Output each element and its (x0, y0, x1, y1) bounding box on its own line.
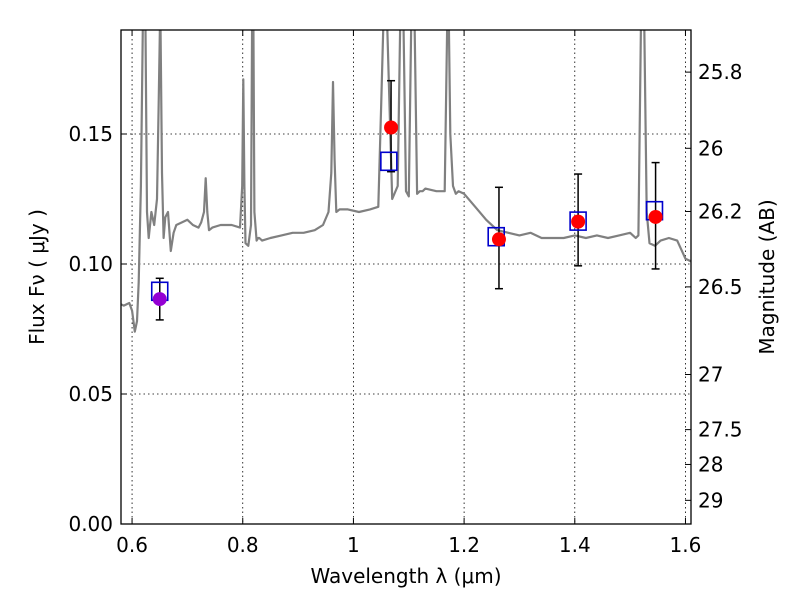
errorbars-layer (155, 79, 660, 321)
y2-tick-label: 27 (698, 363, 723, 387)
x-tick-label: 1.4 (559, 533, 591, 557)
y2-tick-label: 26 (698, 136, 723, 160)
template-spectrum-layer (121, 30, 691, 333)
y2-tick-label: 27.5 (698, 418, 743, 442)
y-axis-left: 0.00 0.05 0.10 0.15 (68, 122, 127, 536)
y-tick-label: 0.15 (68, 122, 113, 146)
y-tick-label: 0.05 (68, 382, 113, 406)
x-tick-label: 1 (347, 533, 360, 557)
x-axis: 0.6 0.8 1 1.2 1.4 1.6 (116, 30, 701, 557)
x-tick-label: 0.8 (227, 533, 259, 557)
grid-lines (121, 30, 691, 525)
measured-point-marker (571, 214, 586, 229)
measured-point-marker (152, 292, 167, 307)
y-tick-label: 0.10 (68, 252, 113, 276)
y2-tick-label: 26.2 (698, 199, 743, 223)
x-tick-label: 1.2 (448, 533, 480, 557)
measured-point-marker (648, 209, 663, 224)
y-axis-right: 25.8 26 26.2 26.5 27 27.5 28 29 (685, 60, 743, 512)
measured-points-layer (152, 120, 663, 307)
y2-axis-title: Magnitude (AB) (755, 199, 779, 354)
model-box-marker (380, 151, 398, 172)
y2-tick-label: 28 (698, 452, 723, 476)
y-axis-title: Flux Fν ( μJy ) (25, 209, 49, 345)
y-tick-label: 0.00 (68, 512, 113, 536)
y2-tick-label: 26.5 (698, 275, 743, 299)
model-box-marker (569, 211, 587, 231)
x-tick-label: 0.6 (116, 533, 148, 557)
template-spectrum-line (121, 30, 691, 333)
x-tick-label: 1.6 (670, 533, 702, 557)
measured-point-marker (491, 232, 506, 247)
model-boxes-layer (150, 151, 664, 302)
x-axis-title: Wavelength λ (μm) (310, 564, 501, 588)
measured-point-marker (384, 120, 399, 135)
y2-tick-label: 25.8 (698, 60, 743, 84)
plot-frame (120, 29, 692, 525)
y2-tick-label: 29 (698, 488, 723, 512)
